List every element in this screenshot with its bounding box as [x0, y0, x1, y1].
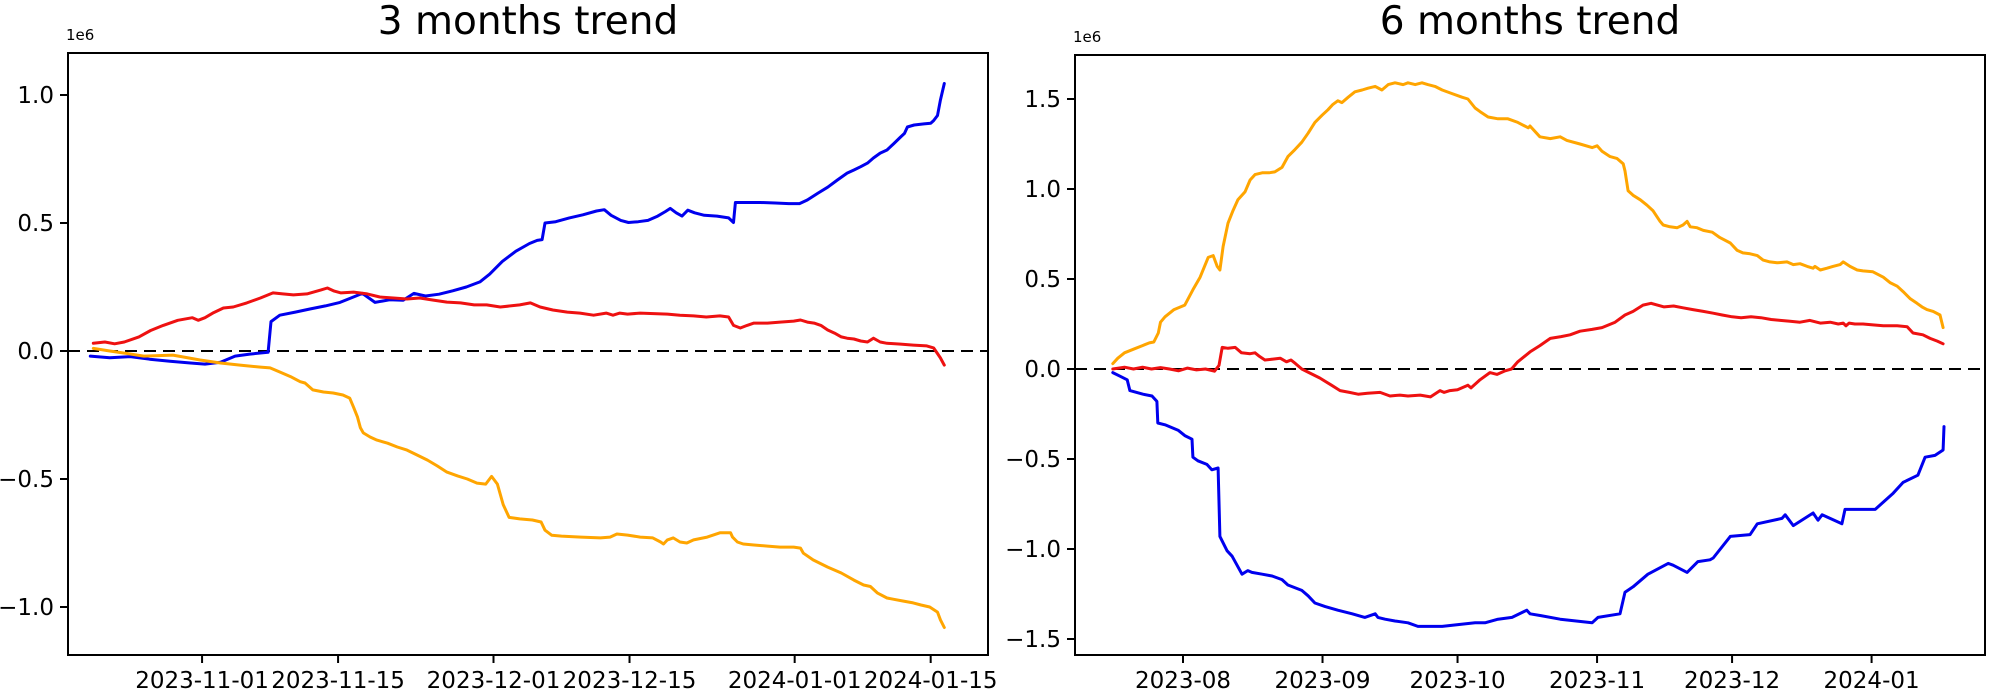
x-tick-label: 2024-01-01 — [728, 668, 862, 694]
y-tick-label: 0.0 — [17, 339, 54, 365]
x-tick-label: 2023-09 — [1274, 668, 1370, 694]
y-tick-label: 1.5 — [1024, 87, 1061, 113]
series-line-orange — [91, 346, 946, 629]
y-tick-label: 0.5 — [1024, 267, 1061, 293]
series-line-red — [1111, 301, 1945, 399]
x-tick-label: 2023-11 — [1549, 668, 1645, 694]
x-tick-label: 2024-01-15 — [864, 668, 998, 694]
y-tick-label: 1.0 — [17, 83, 54, 109]
axes-3-months-trend: 2023-11-01 2023-11-15 2023-12-01 2023-12-15… — [0, 52, 998, 694]
y-tick-label: 0.0 — [1024, 357, 1061, 383]
axes-6-months-trend: 2023-08 2023-09 2023-10 2023-11 2023-12 2024-… — [1005, 54, 1986, 694]
x-tick-label: 2024-01 — [1824, 668, 1920, 694]
series-line-blue — [88, 82, 946, 366]
axes-spines — [67, 52, 989, 656]
axes-spines — [1074, 54, 1986, 656]
chart-title-6-months: 6 months trend — [1379, 0, 1681, 44]
series-line-blue — [1111, 371, 1946, 628]
y-tick-label: −1.0 — [0, 595, 54, 621]
y-tick-label: −1.0 — [1005, 537, 1061, 563]
y-tick-label: 1.0 — [1024, 177, 1061, 203]
x-tick-label: 2023-08 — [1135, 668, 1231, 694]
y-tick-label: −0.5 — [0, 467, 54, 493]
x-tick-label: 2023-11-15 — [271, 668, 405, 694]
y-axis-offset-label-right: 1e6 — [1073, 28, 1102, 46]
series-line-red — [91, 286, 946, 367]
x-tick-label: 2023-10 — [1409, 668, 1505, 694]
series-line-orange — [1111, 81, 1945, 366]
y-tick-label: −0.5 — [1005, 447, 1061, 473]
y-tick-label: −1.5 — [1005, 627, 1061, 653]
x-tick-label: 2023-12 — [1684, 668, 1780, 694]
x-tick-label: 2023-12-15 — [563, 668, 697, 694]
y-tick-label: 0.5 — [17, 211, 54, 237]
y-axis-offset-label-left: 1e6 — [66, 26, 95, 44]
chart-title-3-months: 3 months trend — [377, 0, 679, 44]
x-tick-label: 2023-12-01 — [427, 668, 561, 694]
x-tick-label: 2023-11-01 — [135, 668, 269, 694]
